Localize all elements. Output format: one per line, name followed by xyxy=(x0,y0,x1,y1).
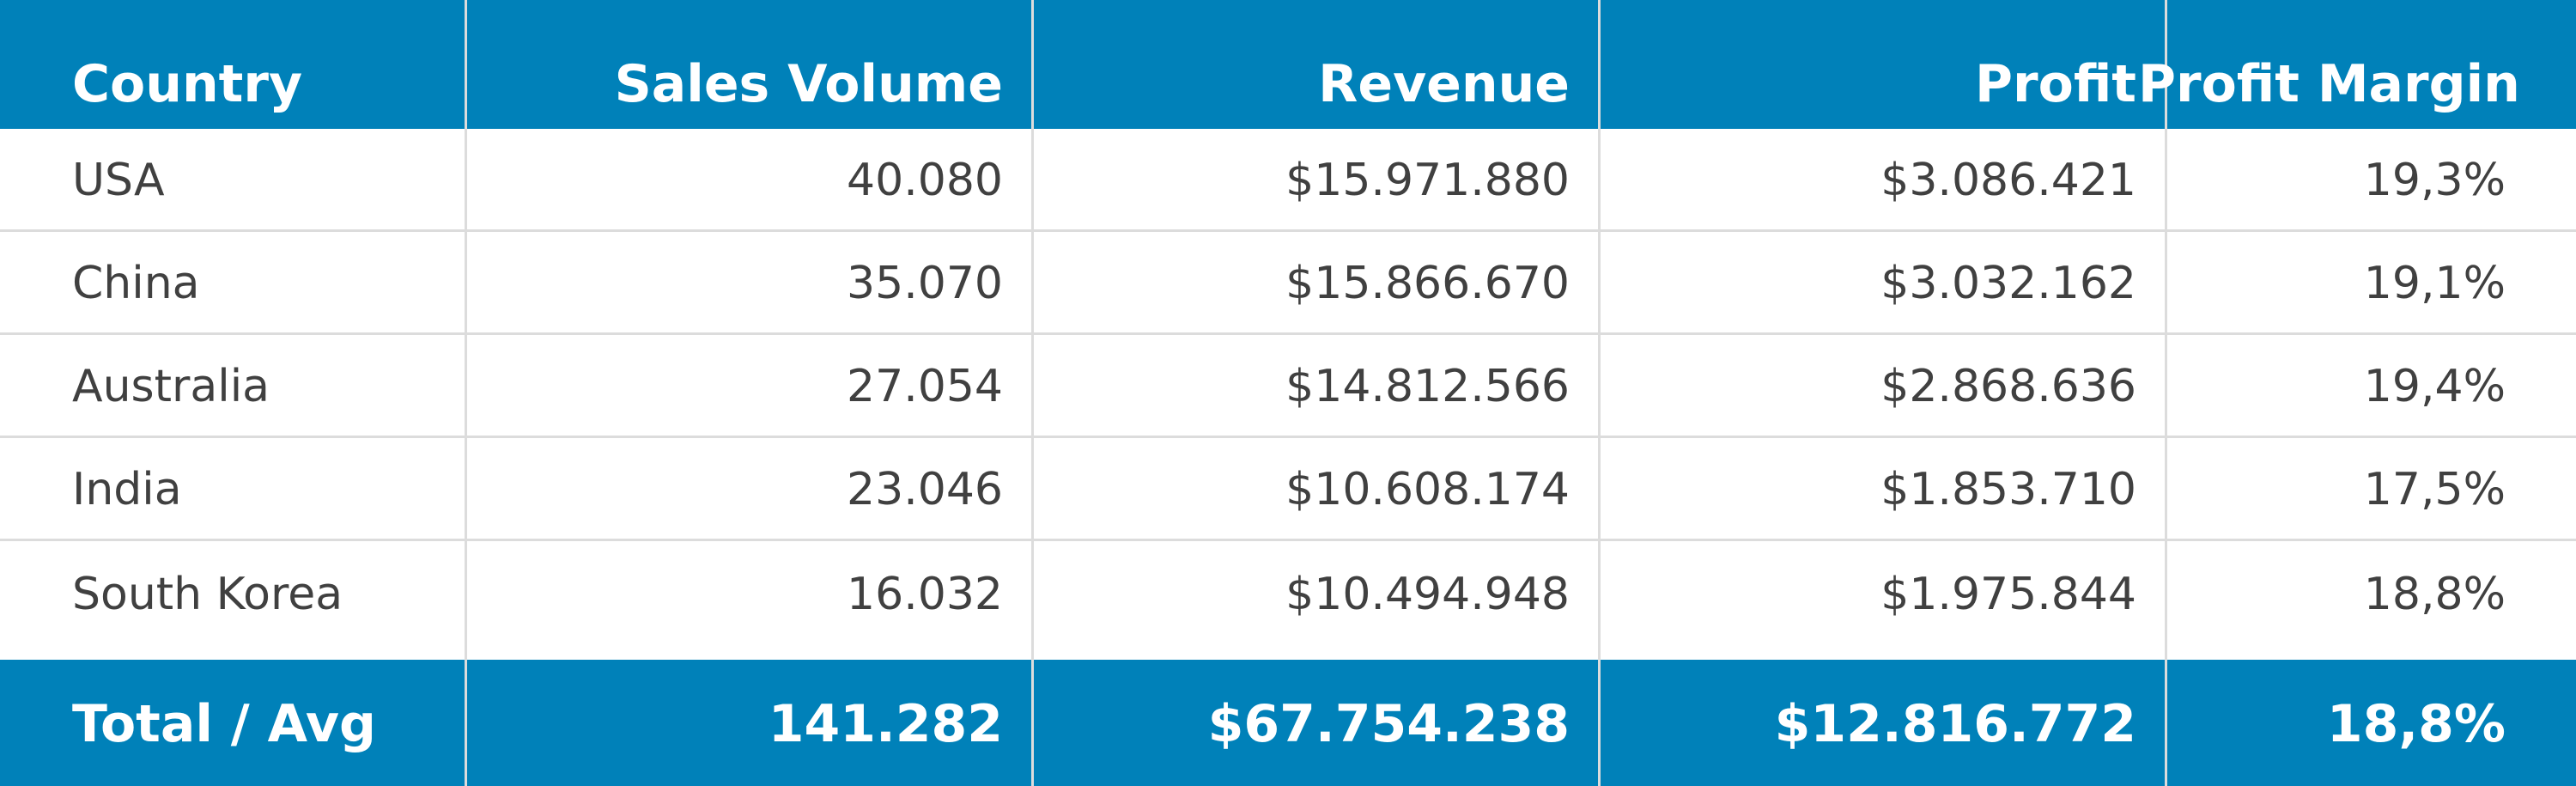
table-row: USA 40.080 $15.971.880 $3.086.421 19,3% xyxy=(0,129,2576,232)
column-header-profit: Profit xyxy=(1975,54,2136,114)
column-header-sales-volume: Sales Volume xyxy=(614,54,1003,114)
column-divider xyxy=(1598,0,1601,786)
cell-profit: $3.086.421 xyxy=(1880,155,2136,206)
cell-country: India xyxy=(72,464,182,515)
cell-profit: $3.032.162 xyxy=(1880,258,2136,309)
cell-sales-volume: 40.080 xyxy=(847,155,1003,206)
column-header-profit-margin: Profit Margin xyxy=(2138,54,2520,114)
cell-profit-margin: 19,1% xyxy=(2363,258,2506,309)
column-divider xyxy=(1031,0,1034,786)
cell-sales-volume: 35.070 xyxy=(847,258,1003,309)
cell-profit: $1.853.710 xyxy=(1880,464,2136,515)
cell-profit: $1.975.844 xyxy=(1880,569,2136,620)
cell-revenue: $15.866.670 xyxy=(1285,258,1570,309)
cell-revenue: $10.494.948 xyxy=(1285,569,1570,620)
column-divider xyxy=(2165,0,2167,786)
cell-sales-volume: 23.046 xyxy=(847,464,1003,515)
table-row: South Korea 16.032 $10.494.948 $1.975.84… xyxy=(0,541,2576,660)
cell-revenue: $10.608.174 xyxy=(1285,464,1570,515)
cell-revenue: $15.971.880 xyxy=(1285,155,1570,206)
footer-sales-volume-total: 141.282 xyxy=(768,694,1003,754)
column-header-country: Country xyxy=(72,54,303,114)
footer-label: Total / Avg xyxy=(72,694,376,754)
cell-country: China xyxy=(72,258,200,309)
table-header-row: Country Sales Volume Revenue Profit Prof… xyxy=(0,0,2576,129)
table-footer-row: Total / Avg 141.282 $67.754.238 $12.816.… xyxy=(0,660,2576,786)
cell-profit-margin: 19,4% xyxy=(2363,361,2506,412)
cell-revenue: $14.812.566 xyxy=(1285,361,1570,412)
cell-sales-volume: 27.054 xyxy=(847,361,1003,412)
cell-sales-volume: 16.032 xyxy=(847,569,1003,620)
footer-profit-total: $12.816.772 xyxy=(1774,694,2136,754)
cell-profit-margin: 19,3% xyxy=(2363,155,2506,206)
footer-profit-margin-avg: 18,8% xyxy=(2326,694,2506,754)
cell-country: South Korea xyxy=(72,569,343,620)
column-header-revenue: Revenue xyxy=(1318,54,1570,114)
cell-profit-margin: 18,8% xyxy=(2363,569,2506,620)
table-row: Australia 27.054 $14.812.566 $2.868.636 … xyxy=(0,335,2576,438)
table-row: China 35.070 $15.866.670 $3.032.162 19,1… xyxy=(0,232,2576,335)
cell-profit-margin: 17,5% xyxy=(2363,464,2506,515)
table-row: India 23.046 $10.608.174 $1.853.710 17,5… xyxy=(0,438,2576,541)
cell-country: USA xyxy=(72,155,165,206)
footer-revenue-total: $67.754.238 xyxy=(1207,694,1570,754)
column-divider xyxy=(465,0,467,786)
cell-country: Australia xyxy=(72,361,270,412)
cell-profit: $2.868.636 xyxy=(1880,361,2136,412)
